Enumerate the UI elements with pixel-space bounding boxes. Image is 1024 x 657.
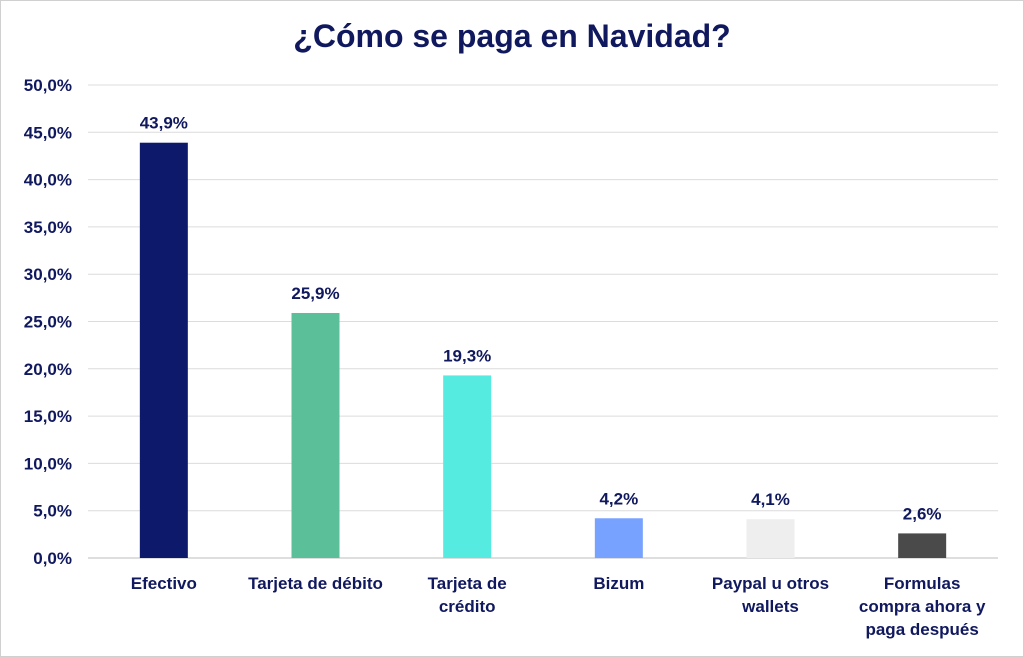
y-tick-label: 35,0% — [24, 218, 72, 237]
y-tick-label: 5,0% — [33, 502, 72, 521]
y-tick-label: 10,0% — [24, 454, 72, 473]
category-label: Formulas — [884, 574, 961, 593]
bar — [746, 519, 795, 558]
y-axis-ticks: 0,0% 5,0% 10,0% 15,0% 20,0% 25,0% 30,0% 35,0% 40… — [24, 76, 72, 568]
data-label: 19,3% — [443, 346, 491, 365]
category-label: Efectivo — [131, 574, 197, 593]
y-tick-label: 25,0% — [24, 313, 72, 332]
category-label: Bizum — [593, 574, 644, 593]
category-labels: Efectivo Tarjeta de débito Tarjeta de crédi… — [131, 574, 986, 639]
y-tick-label: 45,0% — [24, 123, 72, 142]
bar — [291, 312, 340, 558]
category-label: Tarjeta de débito — [248, 574, 383, 593]
data-label: 4,1% — [751, 490, 790, 509]
y-tick-label: 0,0% — [33, 549, 72, 568]
bar — [594, 518, 643, 558]
gridlines — [88, 84, 998, 559]
y-tick-label: 30,0% — [24, 265, 72, 284]
category-label: wallets — [741, 597, 799, 616]
bar — [898, 533, 947, 558]
data-label: 25,9% — [291, 284, 339, 303]
category-label: crédito — [439, 597, 496, 616]
data-label: 2,6% — [903, 504, 942, 523]
bar — [443, 375, 492, 558]
y-tick-label: 15,0% — [24, 407, 72, 426]
y-tick-label: 20,0% — [24, 360, 72, 379]
data-label: 4,2% — [599, 489, 638, 508]
category-label: Paypal u otros — [712, 574, 829, 593]
chart-title: ¿Cómo se paga en Navidad? — [293, 18, 731, 54]
data-label: 43,9% — [140, 114, 188, 133]
y-tick-label: 40,0% — [24, 171, 72, 190]
category-label: Tarjeta de — [428, 574, 507, 593]
bars — [139, 142, 947, 558]
bar — [139, 142, 188, 558]
y-tick-label: 50,0% — [24, 76, 72, 95]
category-label: compra ahora y — [859, 597, 986, 616]
data-labels: 43,9% 25,9% 19,3% 4,2% 4,1% 2,6% — [140, 114, 942, 524]
category-label: paga después — [865, 620, 978, 639]
